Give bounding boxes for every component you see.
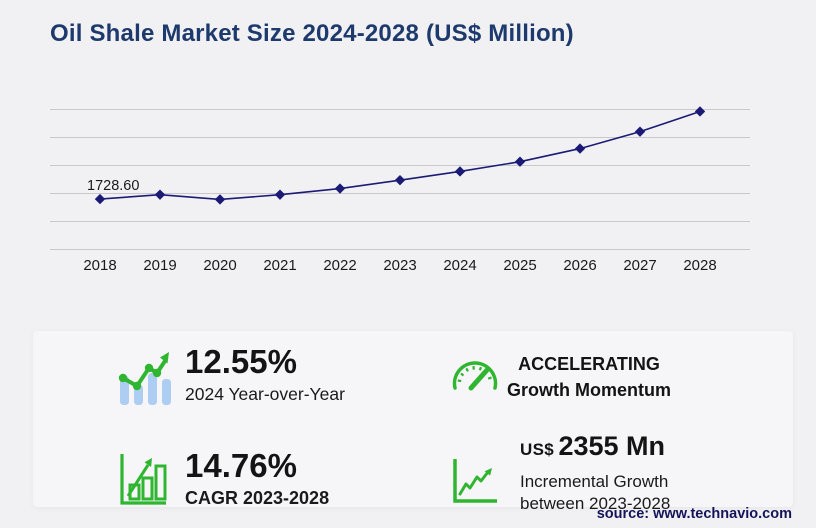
source-note: source: www.technavio.com (596, 506, 792, 522)
chart-marker (634, 126, 646, 137)
market-chart: 2018 2019 2020 2021 2022 2023 2024 2025 2026 2027… (50, 106, 750, 274)
stat-momentum-line2: Growth Momentum (507, 380, 671, 400)
chart-x-label: 2026 (563, 257, 596, 274)
stat-cagr-label: CAGR 2023-2028 (185, 488, 330, 508)
stat-yoy: 12.55% 2024 Year-over-Year (185, 344, 345, 405)
chart-marker (514, 156, 526, 167)
gauge-icon (450, 356, 500, 402)
chart-line (99, 110, 701, 201)
stat-incremental-label-line1: Incremental Growth (520, 472, 669, 491)
stat-incremental: US$ 2355 Mn Incremental Growth between 2… (520, 430, 670, 515)
chart-marker (154, 189, 166, 200)
stat-incremental-prefix: US$ (520, 440, 554, 459)
stat-momentum: ACCELERATING Growth Momentum (503, 351, 675, 403)
chart-marker (454, 166, 466, 177)
chart-x-label: 2020 (203, 257, 236, 274)
chart-marker (94, 193, 106, 205)
stat-incremental-value: 2355 Mn (558, 431, 665, 461)
bar-growth-icon (119, 452, 169, 506)
stat-momentum-line1: ACCELERATING (518, 354, 660, 374)
stats-card (33, 331, 793, 507)
chart-x-label: 2023 (383, 257, 416, 274)
page-title: Oil Shale Market Size 2024-2028 (US$ Mil… (50, 20, 574, 47)
chart-marker (334, 183, 346, 194)
chart-x-label: 2021 (263, 257, 296, 274)
stat-incremental-label-line2: between 2023-2028 (520, 494, 671, 513)
chart-marker (694, 106, 706, 117)
chart-x-label: 2025 (503, 257, 536, 274)
chart-marker (394, 174, 406, 186)
stat-cagr-value: 14.76% (185, 447, 297, 484)
bar-trend-icon (117, 349, 175, 407)
line-growth-icon (452, 458, 498, 504)
stat-yoy-value: 12.55% (185, 343, 297, 380)
stat-cagr: 14.76% CAGR 2023-2028 (185, 448, 329, 509)
chart-x-label: 2028 (683, 257, 716, 274)
stat-incremental-label: Incremental Growth between 2023-2028 (520, 471, 670, 515)
chart-x-label: 2024 (443, 257, 476, 274)
chart-x-label: 2022 (323, 257, 356, 274)
chart-point-label: 1728.60 (87, 178, 139, 194)
chart-marker (274, 189, 286, 200)
chart-x-label: 2027 (623, 257, 656, 274)
chart-marker (214, 194, 226, 205)
chart-x-label: 2019 (143, 257, 176, 274)
chart-x-label: 2018 (83, 257, 116, 274)
chart-marker (574, 143, 586, 154)
stat-yoy-label: 2024 Year-over-Year (185, 384, 345, 404)
stat-incremental-value-row: US$ 2355 Mn (520, 430, 670, 467)
